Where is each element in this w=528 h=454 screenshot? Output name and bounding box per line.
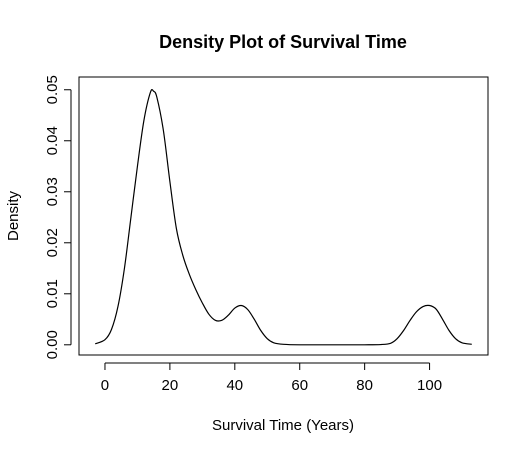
x-tick-label: 20 <box>162 377 179 394</box>
y-tick-label: 0.05 <box>44 75 61 104</box>
y-tick-label: 0.00 <box>44 330 61 359</box>
y-tick-label: 0.03 <box>44 177 61 206</box>
plot-frame <box>78 76 489 356</box>
x-axis: 0 20 40 60 80 100 <box>101 362 442 394</box>
x-tick-label: 40 <box>226 377 243 394</box>
x-tick-label: 80 <box>356 377 373 394</box>
x-tick-label: 0 <box>101 377 109 394</box>
x-axis-label: Survival Time (Years) <box>212 417 354 434</box>
y-tick-label: 0.04 <box>44 126 61 155</box>
y-axis: 0.00 0.01 0.02 0.03 0.04 0.05 <box>44 75 72 359</box>
chart-title: Density Plot of Survival Time <box>159 32 407 52</box>
x-tick-label: 100 <box>417 377 442 394</box>
y-tick-label: 0.01 <box>44 279 61 308</box>
y-tick-label: 0.02 <box>44 228 61 257</box>
x-tick-label: 60 <box>291 377 308 394</box>
density-curve <box>94 89 472 346</box>
y-axis-label: Density <box>5 190 22 241</box>
